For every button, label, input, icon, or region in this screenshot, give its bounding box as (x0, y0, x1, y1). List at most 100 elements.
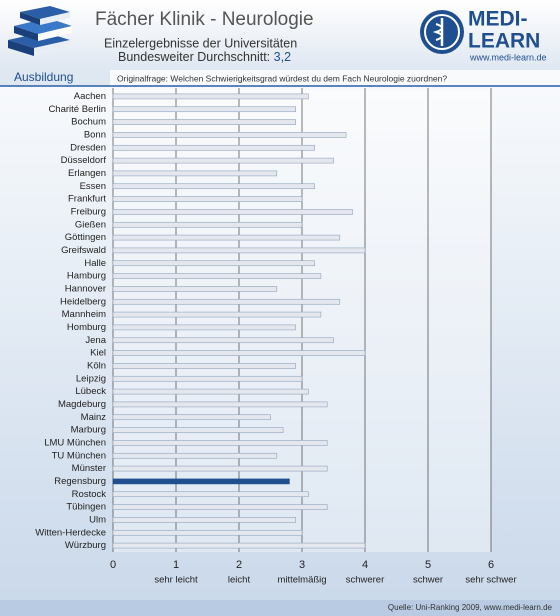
y-tick-label: Tübingen (66, 502, 106, 513)
bar (112, 183, 315, 190)
x-tick-label: 1 (173, 559, 179, 571)
scale-label: schwerer (346, 575, 385, 586)
bar (112, 440, 328, 446)
y-tick-label: Leipzig (76, 373, 106, 384)
x-tick-label: 0 (110, 559, 116, 571)
header-band (0, 0, 560, 70)
y-tick-label: TU München (52, 450, 106, 461)
average-text: Bundesweiter Durchschnitt: 3,2 (118, 50, 291, 64)
y-tick-label: Witten-Herdecke (35, 527, 106, 538)
y-tick-label: Hamburg (67, 271, 106, 282)
bar (112, 478, 290, 485)
source: Quelle: Uni-Ranking 2009, www.medi-learn… (388, 603, 553, 612)
bar (112, 209, 353, 215)
bar (112, 196, 303, 202)
question: Originalfrage: Welchen Schwierigkeitsgra… (117, 73, 447, 83)
bar (112, 529, 303, 536)
bar (112, 427, 284, 433)
y-tick-label: Homburg (67, 322, 106, 333)
y-tick-label: Münster (72, 463, 106, 474)
y-tick-label: Rostock (72, 489, 107, 500)
y-tick-label: Jena (85, 335, 106, 346)
y-tick-label: Essen (80, 181, 106, 192)
y-tick-label: Würzburg (65, 540, 106, 551)
bar (112, 144, 315, 151)
bar (112, 260, 315, 267)
y-tick-label: Aachen (74, 91, 106, 102)
footer-band (0, 600, 560, 616)
average-value: 3,2 (274, 50, 291, 64)
bar (112, 363, 296, 369)
y-tick-label: Köln (87, 360, 106, 371)
bar (112, 517, 296, 523)
y-tick-label: Kiel (90, 348, 106, 359)
y-tick-label: Freiburg (71, 206, 106, 217)
bar (112, 273, 322, 279)
y-tick-label: Dresden (70, 142, 106, 153)
section-label: Ausbildung (14, 70, 73, 84)
bar (112, 93, 309, 100)
bar (112, 465, 328, 472)
y-tick-label: Göttingen (65, 232, 106, 243)
bar (112, 170, 278, 177)
bar (112, 350, 366, 356)
y-tick-label: Heidelberg (60, 296, 106, 307)
scale-label: leicht (228, 575, 251, 586)
bar (112, 106, 296, 113)
section-tab (0, 70, 110, 86)
bar (112, 132, 347, 138)
y-tick-label: LMU München (44, 437, 106, 448)
chart-title: Fächer Klinik - Neurologie (95, 9, 314, 30)
y-tick-label: Düsseldorf (61, 155, 107, 166)
logo: MEDI- LEARN www.medi-learn.de (420, 8, 547, 62)
x-tick-label: 6 (488, 559, 494, 571)
bar (112, 298, 341, 305)
bar (112, 324, 296, 331)
y-tick-label: Erlangen (68, 168, 106, 179)
scale-label: schwer (413, 575, 443, 586)
bar (112, 388, 309, 395)
y-tick-label: Regensburg (54, 476, 106, 487)
bar (112, 286, 278, 292)
bar (112, 234, 341, 241)
subtitle: Einzelergebnisse der Universitäten (104, 36, 297, 50)
bar (112, 157, 334, 164)
y-tick-label: Mannheim (62, 309, 106, 320)
bar (112, 414, 271, 421)
bar (112, 375, 303, 382)
y-tick-label: Lübeck (75, 386, 106, 397)
y-tick-label: Frankfurt (68, 194, 106, 205)
y-tick-label: Mainz (81, 412, 107, 423)
bar (112, 504, 328, 510)
y-tick-label: Bochum (71, 117, 106, 128)
x-tick-label: 2 (236, 559, 242, 571)
scale-label: sehr leicht (154, 575, 198, 586)
x-tick-label: 3 (299, 559, 305, 571)
bar (112, 452, 278, 459)
bar (112, 542, 366, 549)
y-tick-label: Hannover (65, 283, 106, 294)
bar (112, 337, 334, 344)
scale-label: sehr schwer (465, 575, 516, 586)
y-tick-label: Halle (84, 258, 106, 269)
logo-bottom: LEARN (468, 30, 540, 53)
scale-label: mittelmäßig (277, 575, 326, 586)
y-tick-label: Gießen (75, 219, 106, 230)
bar (112, 401, 328, 408)
y-tick-label: Charité Berlin (48, 104, 106, 115)
average-label: Bundesweiter Durchschnitt: (118, 50, 270, 64)
bar (112, 221, 303, 228)
books-icon (8, 6, 72, 56)
logo-top: MEDI- (468, 8, 528, 31)
bar (112, 491, 309, 498)
y-tick-label: Bonn (84, 129, 106, 140)
bar (112, 247, 366, 254)
logo-url: www.medi-learn.de (469, 52, 547, 62)
y-tick-label: Ulm (89, 514, 106, 525)
x-tick-label: 4 (362, 559, 368, 571)
y-tick-label: Marburg (71, 425, 106, 436)
bar (112, 119, 296, 125)
